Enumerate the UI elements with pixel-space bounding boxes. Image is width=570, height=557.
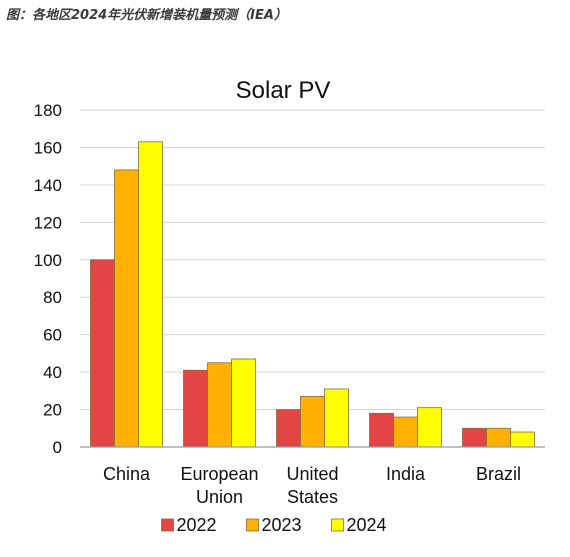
- bar-european-union-2024: [231, 358, 256, 448]
- legend-swatch-2022: [161, 518, 174, 532]
- bar-china-2022: [90, 259, 115, 448]
- y-tick-label: 80: [43, 288, 62, 307]
- y-axis-ticks: 0 20 40 60 80 100 120 140 160 180: [34, 101, 62, 457]
- y-tick-label: 60: [43, 326, 62, 345]
- chart-title: Solar PV: [236, 77, 331, 104]
- x-category-label: United States: [286, 464, 338, 507]
- legend-swatch-2023: [246, 518, 259, 532]
- bar-india-2022: [369, 412, 394, 448]
- bar-brazil-2024: [510, 431, 535, 448]
- y-tick-label: 180: [34, 101, 62, 120]
- bar-india-2023: [393, 416, 418, 448]
- bar-china-2024: [138, 141, 163, 448]
- bar-brazil-2023: [486, 427, 511, 448]
- x-category-label: European Union: [180, 464, 258, 507]
- legend-label-2022: 2022: [177, 515, 217, 535]
- bar-european-union-2022: [183, 369, 208, 448]
- y-tick-label: 20: [43, 401, 62, 420]
- x-category-label: Brazil: [476, 464, 521, 484]
- legend: 2022 2023 2024: [161, 515, 387, 535]
- y-tick-label: 120: [34, 213, 62, 232]
- y-tick-label: 0: [53, 438, 62, 457]
- bar-united-states-2023: [300, 396, 325, 448]
- y-tick-label: 100: [34, 251, 62, 270]
- bar-china-2023: [114, 169, 139, 448]
- bar-european-union-2023: [207, 362, 232, 448]
- bar-india-2024: [417, 407, 442, 448]
- legend-swatch-2024: [331, 518, 344, 532]
- x-category-label: China: [103, 464, 151, 484]
- y-tick-label: 160: [34, 138, 62, 157]
- legend-label-2024: 2024: [347, 515, 387, 535]
- x-axis-categories: China European Union United States India Brazi…: [103, 464, 521, 507]
- legend-label-2023: 2023: [262, 515, 302, 535]
- x-category-label: India: [386, 464, 426, 484]
- y-tick-label: 40: [43, 363, 62, 382]
- bar-united-states-2024: [324, 388, 349, 448]
- figure-caption: 图：各地区2024年光伏新增装机量预测（IEA）: [6, 8, 287, 23]
- bar-united-states-2022: [276, 409, 301, 448]
- y-tick-label: 140: [34, 176, 62, 195]
- bar-brazil-2022: [462, 427, 487, 448]
- bars: [90, 141, 535, 448]
